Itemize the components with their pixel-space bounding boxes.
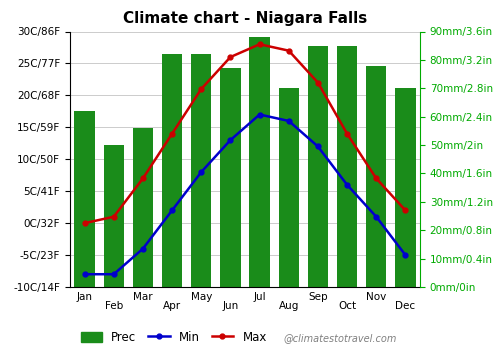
Text: Jan: Jan	[76, 292, 92, 302]
Bar	[278, 88, 299, 287]
Text: Feb: Feb	[104, 301, 123, 311]
Text: Sep: Sep	[308, 292, 328, 302]
Text: Mar: Mar	[133, 292, 152, 302]
Legend: Prec, Min, Max: Prec, Min, Max	[76, 326, 272, 349]
Bar	[74, 111, 95, 287]
Text: Jun: Jun	[222, 301, 238, 311]
Title: Climate chart - Niagara Falls: Climate chart - Niagara Falls	[123, 11, 367, 26]
Text: Nov: Nov	[366, 292, 386, 302]
Text: Apr: Apr	[163, 301, 181, 311]
Text: Dec: Dec	[396, 301, 415, 311]
Bar	[220, 68, 240, 287]
Bar	[250, 37, 270, 287]
Bar	[395, 88, 415, 287]
Bar	[366, 65, 386, 287]
Text: May: May	[190, 292, 212, 302]
Bar	[132, 128, 153, 287]
Bar	[104, 145, 124, 287]
Text: Aug: Aug	[278, 301, 299, 311]
Text: Oct: Oct	[338, 301, 356, 311]
Text: Jul: Jul	[254, 292, 266, 302]
Text: @climatestotravel.com: @climatestotravel.com	[284, 333, 397, 343]
Bar	[308, 46, 328, 287]
Bar	[191, 54, 212, 287]
Bar	[162, 54, 182, 287]
Bar	[337, 46, 357, 287]
